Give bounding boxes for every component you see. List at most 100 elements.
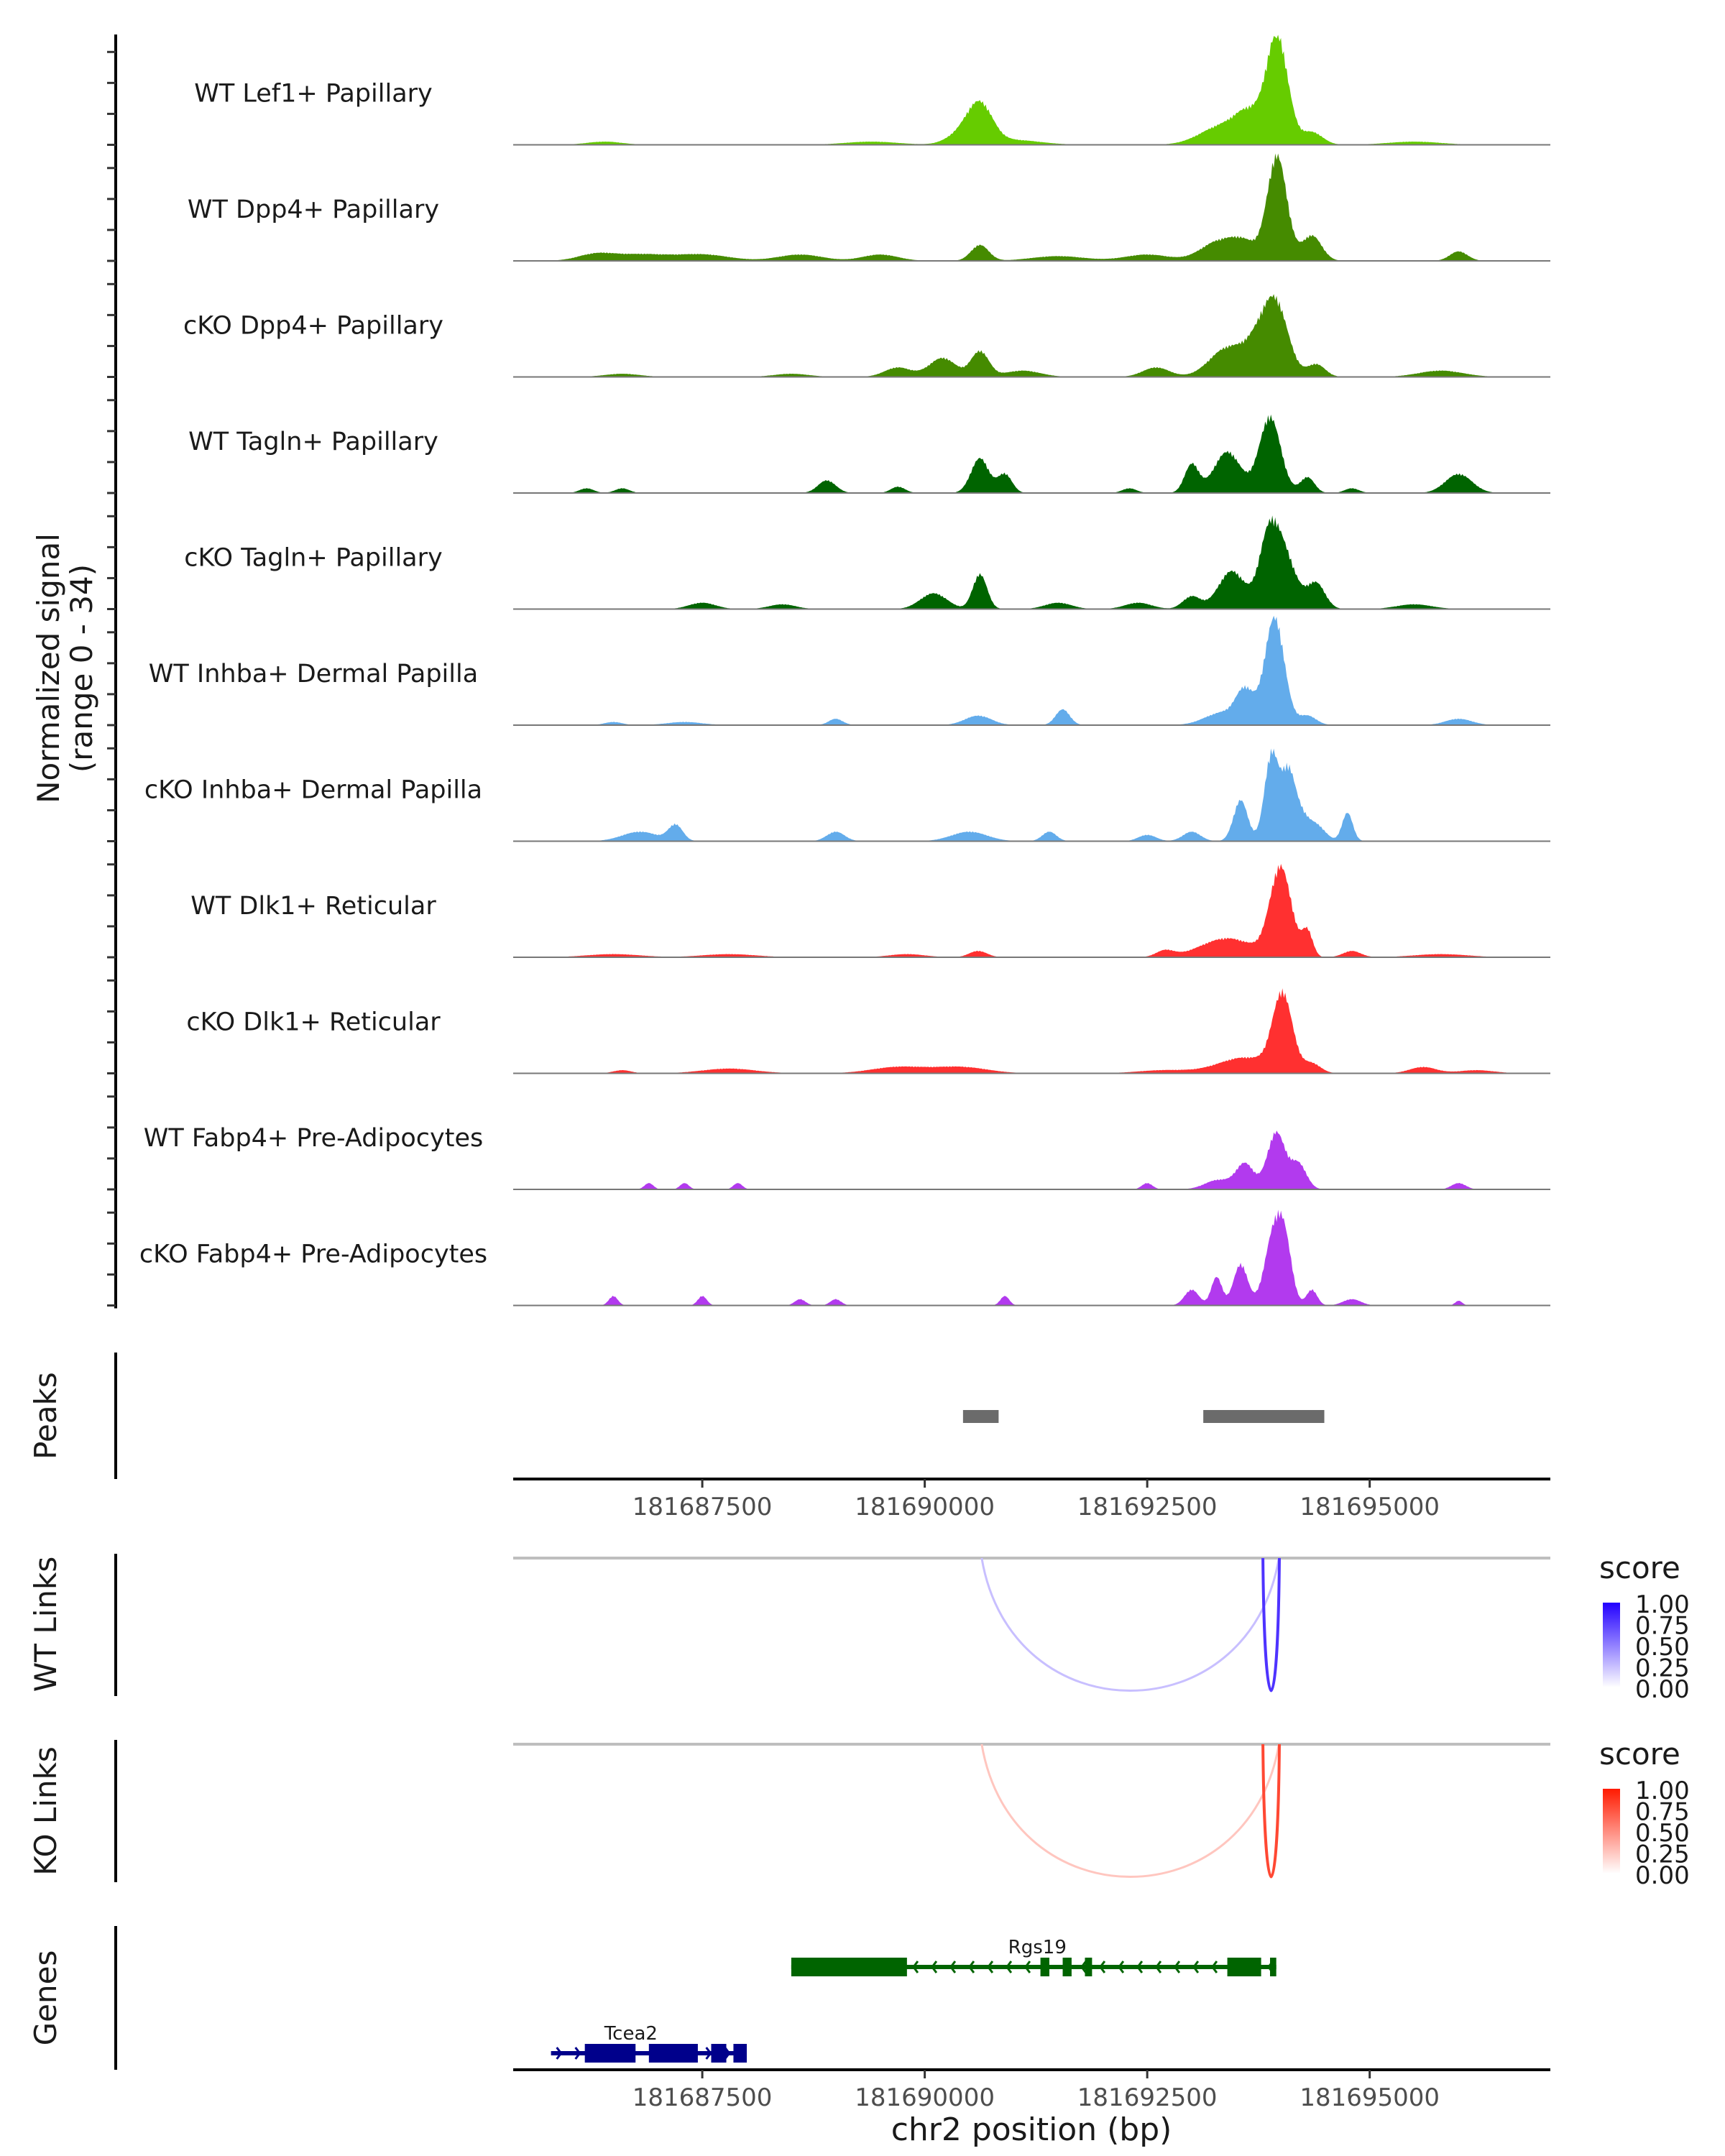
gene-tcea2: Tcea2 (551, 2023, 747, 2063)
gene-rgs19: Rgs19 (791, 1937, 1276, 1976)
coverage-track: cKO Inhba+ Dermal Papilla (144, 748, 1550, 842)
gene-label: Rgs19 (1008, 1937, 1067, 1958)
x-axis-genes: 181687500 181690000 181692500 181695000 (513, 2068, 1550, 2112)
track-label: cKO Dpp4+ Papillary (183, 312, 443, 341)
link-arc (980, 1743, 1280, 1878)
peak-region (1203, 1410, 1325, 1423)
legend-tick-label: 0.25 (1635, 1654, 1690, 1683)
genes-track-label: Genes (28, 1950, 63, 2046)
coverage-area (513, 1210, 1550, 1306)
coverage-track: WT Dpp4+ Papillary (188, 153, 1550, 262)
legend-colorbar (1603, 1603, 1620, 1687)
coverage-ylabel-line1: Normalized signal (31, 533, 66, 803)
link-arc (1261, 1743, 1281, 1879)
x-tick-label: 181695000 (1300, 2083, 1440, 2112)
coverage-area (513, 748, 1550, 842)
coverage-track: WT Fabp4+ Pre-Adipocytes (144, 1124, 1550, 1190)
coverage-area (513, 864, 1550, 957)
legend-tick-label: 0.50 (1635, 1633, 1690, 1662)
x-tick-label: 181695000 (1300, 1493, 1440, 1521)
peak-region (962, 1410, 999, 1423)
x-tick-label: 181692500 (1077, 2083, 1218, 2112)
track-label: WT Inhba+ Dermal Papilla (149, 660, 478, 688)
track-label: WT Dpp4+ Papillary (188, 195, 439, 224)
strand-arrow-icon (949, 1961, 957, 1973)
coverage-track: cKO Dlk1+ Reticular (186, 988, 1550, 1074)
legend-title: score (1599, 1550, 1680, 1585)
legend-tick-label: 0.00 (1635, 1861, 1690, 1890)
gene-exon (733, 2044, 747, 2063)
coverage-tracks: WT Lef1+ Papillary WT Dpp4+ Papillary cKO … (139, 34, 1550, 1307)
strand-arrow-icon (724, 2047, 731, 2060)
legend-title: score (1599, 1736, 1680, 1772)
legend-tick-label: 1.00 (1635, 1590, 1690, 1619)
coverage-track: WT Dlk1+ Reticular (190, 864, 1550, 958)
gene-exon (711, 2044, 727, 2063)
peaks-track (114, 1353, 1325, 1479)
strand-arrow-icon (1024, 1961, 1031, 1973)
x-tick-label: 181690000 (855, 2083, 995, 2112)
gene-label: Tcea2 (604, 2023, 658, 2045)
coverage-area (513, 615, 1550, 725)
x-tick-label: 181687500 (632, 1493, 773, 1521)
gene-exon (648, 2044, 698, 2063)
wt-links-label: WT Links (28, 1557, 63, 1692)
strand-arrow-icon (931, 1961, 938, 1973)
strand-arrow-icon (1006, 1961, 1013, 1973)
strand-arrow-icon (1211, 1961, 1218, 1973)
strand-arrow-icon (912, 1961, 919, 1973)
strand-arrow-icon (1192, 1961, 1200, 1973)
strand-arrow-icon (968, 1961, 975, 1973)
ko-links-track (114, 1740, 1550, 1882)
peaks-track-label: Peaks (28, 1372, 63, 1460)
track-label: cKO Tagln+ Papillary (184, 544, 443, 573)
coverage-track: cKO Fabp4+ Pre-Adipocytes (139, 1210, 1550, 1307)
coverage-area (513, 988, 1550, 1074)
coverage-y-axis (107, 34, 117, 1309)
wt-links-legend: score 1.000.750.500.250.00 (1599, 1550, 1690, 1704)
gene-exon (1227, 1958, 1261, 1976)
coverage-track: cKO Tagln+ Papillary (184, 515, 1550, 610)
coverage-track: WT Lef1+ Papillary (194, 34, 1550, 146)
strand-arrow-icon (1174, 1961, 1181, 1973)
ko-links-label: KO Links (28, 1746, 63, 1876)
track-label: WT Lef1+ Papillary (194, 80, 433, 109)
gene-exon (1085, 1958, 1092, 1976)
gene-exon (1040, 1958, 1049, 1976)
coverage-area (513, 515, 1550, 609)
link-arc (980, 1557, 1280, 1692)
gene-exon (584, 2044, 636, 2063)
gene-exon (1062, 1958, 1072, 1976)
legend-tick-label: 1.00 (1635, 1777, 1690, 1805)
legend-tick-label: 0.75 (1635, 1612, 1690, 1641)
wt-links-track (114, 1554, 1550, 1696)
x-axis-peaks: 181687500 181690000 181692500 181695000 (513, 1478, 1550, 1521)
genes-track: Rgs19 Tcea2 (114, 1926, 1276, 2070)
coverage-area (513, 1130, 1550, 1189)
track-label: WT Fabp4+ Pre-Adipocytes (144, 1124, 483, 1153)
strand-arrow-icon (1155, 1961, 1162, 1973)
track-label: cKO Inhba+ Dermal Papilla (144, 776, 482, 805)
gene-exon (1270, 1958, 1276, 1976)
strand-arrow-icon (556, 2047, 563, 2060)
strand-arrow-icon (987, 1961, 994, 1973)
coverage-track: WT Inhba+ Dermal Papilla (149, 615, 1550, 726)
coverage-area (513, 34, 1550, 145)
coverage-track: cKO Dpp4+ Papillary (183, 294, 1550, 378)
strand-arrow-icon (1080, 1961, 1087, 1973)
legend-colorbar (1603, 1789, 1620, 1874)
strand-arrow-icon (574, 2047, 581, 2060)
coverage-area (513, 294, 1550, 377)
x-axis-title: chr2 position (bp) (891, 2111, 1172, 2148)
legend-tick-label: 0.75 (1635, 1798, 1690, 1827)
strand-arrow-icon (705, 2047, 712, 2060)
strand-arrow-icon (1118, 1961, 1125, 1973)
track-label: cKO Fabp4+ Pre-Adipocytes (139, 1240, 487, 1269)
coverage-track: WT Tagln+ Papillary (188, 414, 1550, 494)
legend-tick-label: 0.00 (1635, 1675, 1690, 1704)
coverage-area (513, 153, 1550, 261)
track-label: WT Dlk1+ Reticular (190, 892, 436, 921)
link-arc (1261, 1557, 1281, 1692)
x-tick-label: 181692500 (1077, 1493, 1218, 1521)
